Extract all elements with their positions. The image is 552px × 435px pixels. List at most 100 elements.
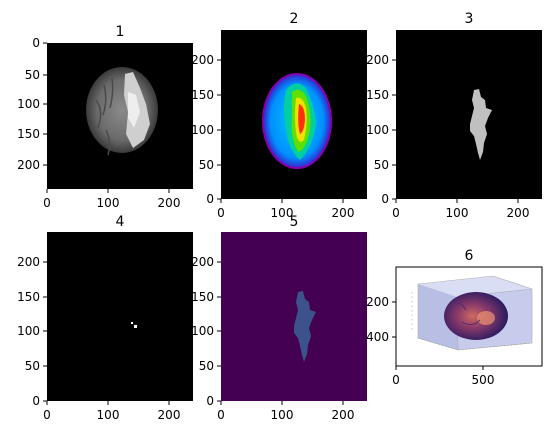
- svg-text:0: 0: [32, 394, 40, 408]
- x-axis: 0 100 200: [392, 199, 529, 220]
- y-tick: 100: [17, 324, 47, 338]
- svg-text:200: 200: [507, 206, 530, 220]
- y-tick: 150: [191, 88, 221, 102]
- svg-text:150: 150: [191, 88, 214, 102]
- x-tick: 100: [97, 401, 120, 422]
- y-tick: 0: [381, 192, 396, 206]
- svg-text:0: 0: [32, 36, 40, 50]
- y-tick: 100: [191, 324, 221, 338]
- x-tick: 200: [332, 199, 355, 220]
- x-tick: 200: [507, 199, 530, 220]
- y-tick: 150: [191, 290, 221, 304]
- svg-text:100: 100: [191, 324, 214, 338]
- y-tick: 100: [366, 123, 396, 137]
- y-axis: 200 400: [366, 295, 396, 344]
- svg-text:0: 0: [392, 206, 400, 220]
- svg-text:0: 0: [43, 196, 51, 210]
- x-tick: 0: [43, 189, 51, 210]
- image-frame: [47, 232, 193, 401]
- svg-text:200: 200: [366, 53, 389, 67]
- svg-text:200: 200: [158, 196, 181, 210]
- svg-text:200: 200: [191, 255, 214, 269]
- svg-text:150: 150: [17, 127, 40, 141]
- svg-text:0: 0: [392, 373, 400, 387]
- svg-text:100: 100: [17, 97, 40, 111]
- subplot-1: 1 0 100 200 0 50 100 150 200: [17, 24, 193, 210]
- svg-text:200: 200: [332, 206, 355, 220]
- x-tick: 0: [392, 199, 400, 220]
- subplot-title: 6: [465, 248, 474, 264]
- y-tick: 0: [206, 192, 221, 206]
- svg-text:0: 0: [43, 408, 51, 422]
- y-tick: 150: [17, 127, 47, 141]
- svg-text:200: 200: [332, 408, 355, 422]
- subplot-title: 3: [465, 11, 474, 27]
- svg-text:150: 150: [366, 88, 389, 102]
- y-tick: 0: [32, 394, 47, 408]
- y-tick: 50: [199, 359, 221, 373]
- y-tick: 50: [25, 68, 47, 82]
- svg-text:200: 200: [191, 53, 214, 67]
- y-tick: 200: [191, 255, 221, 269]
- x-tick: 200: [158, 189, 181, 210]
- y-tick: 150: [366, 88, 396, 102]
- y-tick: 200: [17, 158, 47, 172]
- subplot-title: 2: [290, 11, 299, 27]
- svg-text:100: 100: [271, 408, 294, 422]
- x-tick: 100: [97, 189, 120, 210]
- y-tick: 200: [366, 53, 396, 67]
- svg-text:50: 50: [25, 359, 40, 373]
- svg-text:100: 100: [97, 196, 120, 210]
- subplot-4: 4 0 100 200 0 50 100 150 200: [17, 214, 193, 422]
- x-tick: 0: [217, 401, 225, 422]
- x-tick: 200: [332, 401, 355, 422]
- y-axis: 0 50 100 150 200: [366, 53, 396, 206]
- y-tick: 200: [17, 255, 47, 269]
- x-tick: 0: [217, 199, 225, 220]
- subplot-title: 4: [116, 214, 125, 230]
- y-tick: 100: [17, 97, 47, 111]
- y-tick: 200: [366, 295, 396, 309]
- x-tick: 100: [446, 199, 469, 220]
- y-tick: 100: [191, 123, 221, 137]
- svg-text:50: 50: [374, 158, 389, 172]
- svg-text:0: 0: [206, 394, 214, 408]
- x-tick: 0: [392, 366, 400, 387]
- svg-text:100: 100: [446, 206, 469, 220]
- svg-text:200: 200: [17, 158, 40, 172]
- svg-text:200: 200: [17, 255, 40, 269]
- svg-text:0: 0: [217, 408, 225, 422]
- svg-text:200: 200: [158, 408, 181, 422]
- y-axis: 0 50 100 150 200: [191, 53, 221, 206]
- x-tick: 500: [472, 366, 495, 387]
- image-frame: [221, 232, 367, 401]
- image-frame: [396, 30, 542, 199]
- x-axis: 0 100 200: [217, 401, 354, 422]
- x-tick: 200: [158, 401, 181, 422]
- x-axis: 0 500: [392, 366, 494, 387]
- svg-text:150: 150: [17, 290, 40, 304]
- subplot-5: 5 0 100 200 0 50 100 150 200: [191, 214, 367, 422]
- svg-text:50: 50: [199, 359, 214, 373]
- svg-text:0: 0: [381, 192, 389, 206]
- y-tick: 400: [366, 330, 396, 344]
- y-tick: 50: [374, 158, 396, 172]
- y-tick: 0: [206, 394, 221, 408]
- svg-text:100: 100: [366, 123, 389, 137]
- spectral-image: [262, 73, 332, 169]
- subplot-3: 3 0 100 200 0 50 100 150 200: [366, 11, 542, 220]
- y-tick: 200: [191, 53, 221, 67]
- y-axis: 0 50 100 150 200: [191, 255, 221, 408]
- svg-text:500: 500: [472, 373, 495, 387]
- subplot-title: 1: [116, 24, 125, 40]
- x-axis: 0 100 200: [217, 199, 354, 220]
- svg-text:50: 50: [199, 158, 214, 172]
- x-axis: 0 100 200: [43, 401, 180, 422]
- y-tick: 0: [32, 36, 47, 50]
- svg-text:0: 0: [206, 192, 214, 206]
- svg-text:50: 50: [25, 68, 40, 82]
- svg-text:100: 100: [17, 324, 40, 338]
- svg-text:400: 400: [366, 330, 389, 344]
- x-tick: 0: [43, 401, 51, 422]
